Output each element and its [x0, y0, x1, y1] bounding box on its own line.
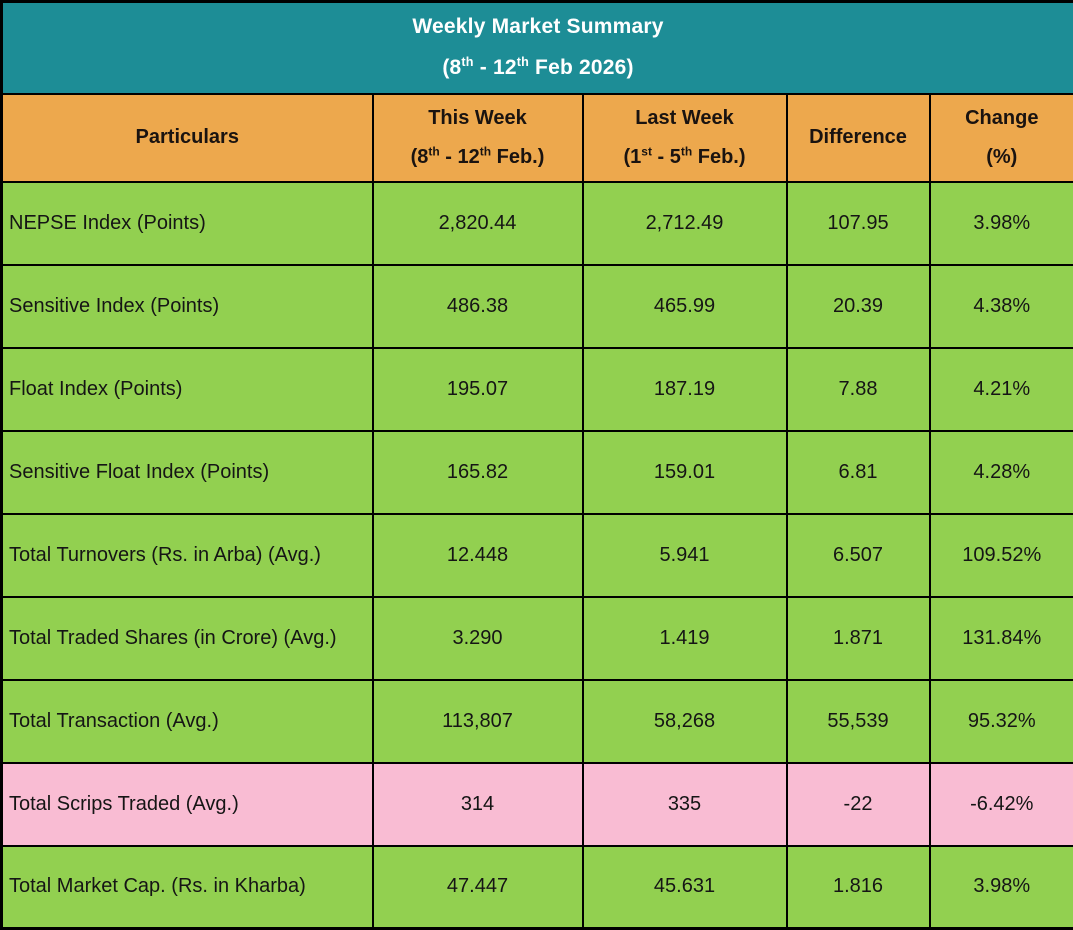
cell-particulars: Total Scrips Traded (Avg.) — [0, 761, 374, 847]
cell-change: 109.52% — [928, 512, 1073, 598]
cell-particulars: NEPSE Index (Points) — [0, 180, 374, 266]
cell-last-week: 465.99 — [581, 263, 788, 349]
header-this-week: This Week (8th - 12th Feb.) — [371, 92, 584, 183]
header-particulars: Particulars — [0, 92, 374, 183]
cell-last-week: 2,712.49 — [581, 180, 788, 266]
header-last-week-sublabel: (1st - 5th Feb.) — [623, 143, 746, 168]
cell-particulars: Total Transaction (Avg.) — [0, 678, 374, 764]
cell-difference: -22 — [785, 761, 931, 847]
cell-last-week: 187.19 — [581, 346, 788, 432]
table-row: Total Market Cap. (Rs. in Kharba) 47.447 4… — [0, 844, 1073, 930]
header-this-week-sublabel: (8th - 12th Feb.) — [410, 143, 545, 168]
cell-this-week: 113,807 — [371, 678, 584, 764]
cell-particulars: Sensitive Index (Points) — [0, 263, 374, 349]
cell-difference: 1.871 — [785, 595, 931, 681]
cell-particulars: Total Traded Shares (in Crore) (Avg.) — [0, 595, 374, 681]
cell-last-week: 159.01 — [581, 429, 788, 515]
title-row: Weekly Market Summary (8th - 12th Feb 20… — [0, 0, 1073, 95]
header-this-week-label: This Week — [428, 106, 527, 129]
cell-this-week: 47.447 — [371, 844, 584, 930]
table-row: Sensitive Float Index (Points) 165.82 159.… — [0, 429, 1073, 515]
table-row: NEPSE Index (Points) 2,820.44 2,712.49 107.… — [0, 180, 1073, 266]
cell-particulars: Sensitive Float Index (Points) — [0, 429, 374, 515]
cell-difference: 55,539 — [785, 678, 931, 764]
cell-last-week: 5.941 — [581, 512, 788, 598]
cell-this-week: 2,820.44 — [371, 180, 584, 266]
header-last-week: Last Week (1st - 5th Feb.) — [581, 92, 788, 183]
table-title-text: Weekly Market Summary — [412, 15, 664, 39]
cell-change: 4.21% — [928, 346, 1073, 432]
cell-this-week: 314 — [371, 761, 584, 847]
table-row: Total Traded Shares (in Crore) (Avg.) 3.2… — [0, 595, 1073, 681]
cell-difference: 6.81 — [785, 429, 931, 515]
header-particulars-label: Particulars — [135, 126, 239, 148]
table-row: Total Turnovers (Rs. in Arba) (Avg.) 12.4… — [0, 512, 1073, 598]
cell-this-week: 195.07 — [371, 346, 584, 432]
cell-particulars: Total Turnovers (Rs. in Arba) (Avg.) — [0, 512, 374, 598]
cell-this-week: 486.38 — [371, 263, 584, 349]
cell-change: -6.42% — [928, 761, 1073, 847]
cell-last-week: 45.631 — [581, 844, 788, 930]
cell-particulars: Float Index (Points) — [0, 346, 374, 432]
cell-difference: 7.88 — [785, 346, 931, 432]
cell-change: 95.32% — [928, 678, 1073, 764]
column-header-row: Particulars This Week (8th - 12th Feb.) Las… — [0, 92, 1073, 183]
table-title: Weekly Market Summary (8th - 12th Feb 20… — [0, 0, 1073, 95]
cell-change: 131.84% — [928, 595, 1073, 681]
cell-last-week: 1.419 — [581, 595, 788, 681]
header-difference-label: Difference — [809, 126, 907, 148]
table-row: Float Index (Points) 195.07 187.19 7.88 4.21… — [0, 346, 1073, 432]
cell-this-week: 3.290 — [371, 595, 584, 681]
cell-change: 3.98% — [928, 844, 1073, 930]
cell-change: 4.38% — [928, 263, 1073, 349]
cell-difference: 107.95 — [785, 180, 931, 266]
table-subtitle: (8th - 12th Feb 2026) — [442, 55, 634, 80]
header-change: Change (%) — [928, 92, 1073, 183]
header-change-label: Change — [965, 106, 1039, 129]
header-difference: Difference — [785, 92, 931, 183]
cell-difference: 1.816 — [785, 844, 931, 930]
header-last-week-label: Last Week — [635, 106, 734, 129]
header-change-sublabel: (%) — [986, 145, 1018, 168]
table-row: Sensitive Index (Points) 486.38 465.99 20.3… — [0, 263, 1073, 349]
cell-particulars: Total Market Cap. (Rs. in Kharba) — [0, 844, 374, 930]
table-row: Total Scrips Traded (Avg.) 314 335 -22 -6.42… — [0, 761, 1073, 847]
cell-difference: 6.507 — [785, 512, 931, 598]
cell-change: 3.98% — [928, 180, 1073, 266]
table-row: Total Transaction (Avg.) 113,807 58,268 55,… — [0, 678, 1073, 764]
cell-this-week: 12.448 — [371, 512, 584, 598]
cell-last-week: 58,268 — [581, 678, 788, 764]
cell-change: 4.28% — [928, 429, 1073, 515]
cell-this-week: 165.82 — [371, 429, 584, 515]
cell-difference: 20.39 — [785, 263, 931, 349]
cell-last-week: 335 — [581, 761, 788, 847]
